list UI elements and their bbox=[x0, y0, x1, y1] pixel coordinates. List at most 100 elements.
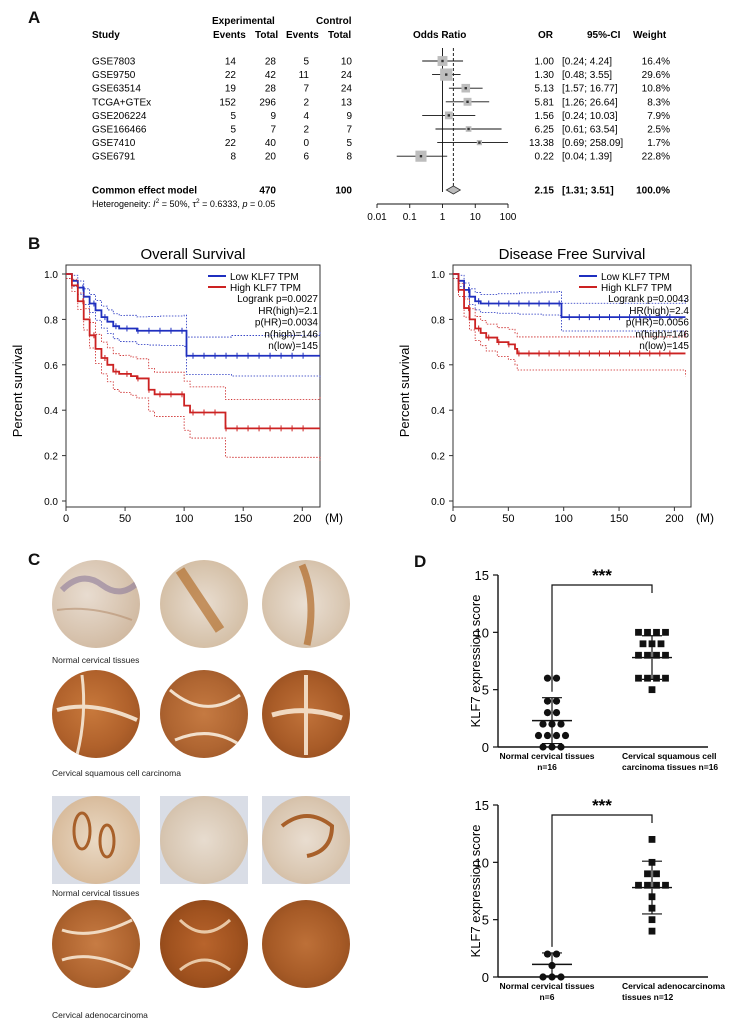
significance-stars: *** bbox=[592, 796, 612, 815]
or-value: 1.56 bbox=[535, 111, 555, 122]
data-point bbox=[648, 927, 656, 935]
data-point bbox=[543, 697, 552, 705]
ihc-normal-image bbox=[160, 560, 248, 648]
x-tick-label: 0 bbox=[450, 513, 456, 525]
header-or: OR bbox=[538, 30, 554, 41]
ctrl-events: 2 bbox=[303, 97, 309, 108]
y-tick-label: 0 bbox=[482, 740, 489, 755]
weight-value: 7.9% bbox=[647, 111, 670, 122]
data-point bbox=[653, 881, 660, 889]
significance-bracket bbox=[551, 814, 653, 947]
data-point bbox=[543, 674, 552, 682]
data-point bbox=[561, 731, 570, 740]
confidence-band bbox=[453, 273, 686, 304]
data-point bbox=[653, 628, 660, 636]
common-diamond bbox=[445, 185, 462, 195]
exp-total: 28 bbox=[265, 57, 277, 68]
x-axis-label: (M) bbox=[325, 511, 343, 525]
weight-value: 16.4% bbox=[642, 57, 670, 68]
category-label: n=6 bbox=[540, 992, 555, 1002]
exp-total: 296 bbox=[259, 97, 276, 108]
exp-events: 152 bbox=[219, 97, 236, 108]
y-tick-label: 1.0 bbox=[44, 270, 58, 281]
common-label: Common effect model bbox=[92, 186, 197, 197]
ctrl-events: 7 bbox=[303, 84, 309, 95]
stat-text: HR(high)=2.1 bbox=[258, 306, 318, 317]
study-name: GSE9750 bbox=[92, 70, 136, 81]
x-tick-label: 0 bbox=[63, 513, 69, 525]
header-study: Study bbox=[92, 30, 120, 41]
legend-label: Low KLF7 TPM bbox=[601, 272, 670, 283]
ihc-normal-image bbox=[52, 560, 140, 648]
stat-text: p(HR)=0.0056 bbox=[626, 318, 690, 329]
data-point bbox=[552, 674, 561, 682]
legend-label: High KLF7 TPM bbox=[601, 283, 672, 294]
exp-total: 20 bbox=[265, 152, 277, 163]
ihc-caption: Normal cervical tissues bbox=[52, 655, 140, 665]
y-tick-label: 0.2 bbox=[431, 452, 445, 463]
weight-value: 10.8% bbox=[642, 84, 670, 95]
ihc-normal-image bbox=[160, 796, 248, 884]
weight-value: 2.5% bbox=[647, 125, 670, 136]
data-point bbox=[635, 628, 642, 636]
or-point bbox=[419, 155, 423, 158]
data-point bbox=[644, 881, 651, 889]
exp-total: 42 bbox=[265, 70, 277, 81]
header-total: Total bbox=[255, 30, 278, 41]
exp-events: 14 bbox=[225, 57, 237, 68]
data-point bbox=[635, 881, 642, 889]
klf7-score-adeno-chart: 0 5 10 15 KLF7 expression score *** Normal cer… bbox=[468, 796, 725, 1002]
header-control: Control bbox=[316, 16, 352, 27]
data-point bbox=[548, 743, 556, 751]
ctrl-total: 24 bbox=[341, 70, 353, 81]
common-weight: 100.0% bbox=[636, 186, 670, 197]
ihc-normal-image bbox=[262, 560, 350, 648]
ihc-scc-image bbox=[52, 670, 140, 758]
common-ci: [1.31; 3.51] bbox=[562, 186, 614, 197]
or-value: 5.81 bbox=[535, 97, 555, 108]
data-point bbox=[653, 651, 660, 659]
stat-text: Logrank p=0.0027 bbox=[237, 294, 318, 305]
data-point bbox=[635, 651, 642, 659]
exp-events: 22 bbox=[225, 138, 237, 149]
ci-value: [0.69; 258.09] bbox=[562, 138, 623, 149]
or-point bbox=[441, 59, 444, 63]
panel-label-a: A bbox=[28, 8, 41, 27]
ctrl-total: 24 bbox=[341, 84, 353, 95]
header-experimental: Experimental bbox=[212, 16, 275, 27]
data-point bbox=[657, 640, 665, 648]
y-axis-label: Percent survival bbox=[397, 345, 412, 438]
stat-text: Logrank p=0.0043 bbox=[608, 294, 689, 305]
heterogeneity-text: Heterogeneity: I2 = 50%, τ2 = 0.6333, p … bbox=[92, 198, 275, 209]
chart-title: Disease Free Survival bbox=[499, 246, 646, 263]
or-value: 5.13 bbox=[535, 84, 555, 95]
study-name: GSE63514 bbox=[92, 84, 141, 95]
header-ci: 95%-CI bbox=[587, 30, 621, 41]
data-point bbox=[543, 709, 552, 717]
panel-label-c: C bbox=[28, 550, 41, 569]
exp-total: 9 bbox=[270, 111, 276, 122]
legend-box bbox=[577, 270, 689, 294]
ctrl-events: 6 bbox=[303, 152, 309, 163]
header-odds-ratio: Odds Ratio bbox=[413, 30, 466, 41]
ctrl-total: 5 bbox=[346, 138, 352, 149]
forest-plot: Study Experimental Control Events Total Event… bbox=[92, 16, 670, 223]
exp-total: 40 bbox=[265, 138, 277, 149]
data-point bbox=[557, 720, 565, 728]
data-point bbox=[662, 628, 669, 636]
forest-tick-label: 10 bbox=[470, 212, 482, 223]
exp-events: 5 bbox=[230, 111, 236, 122]
confidence-band bbox=[66, 273, 321, 400]
weight-value: 8.3% bbox=[647, 97, 670, 108]
data-point bbox=[644, 870, 651, 878]
data-point bbox=[539, 720, 547, 728]
y-tick-label: 1.0 bbox=[431, 270, 445, 281]
ihc-adeno-image bbox=[262, 900, 350, 988]
overall-survival-chart: Overall Survival 0.0 0.2 0.4 0.6 0.8 1.0 0 50 100… bbox=[10, 246, 343, 525]
forest-tick-label: 0.01 bbox=[367, 212, 387, 223]
or-value: 0.22 bbox=[535, 152, 555, 163]
common-ctrl-total: 100 bbox=[335, 186, 352, 197]
klf7-score-scc-chart: 0 5 10 15 KLF7 expression score *** Normal cer… bbox=[468, 566, 718, 772]
y-tick-label: 0.6 bbox=[431, 361, 445, 372]
y-tick-label: 0.4 bbox=[44, 406, 58, 417]
